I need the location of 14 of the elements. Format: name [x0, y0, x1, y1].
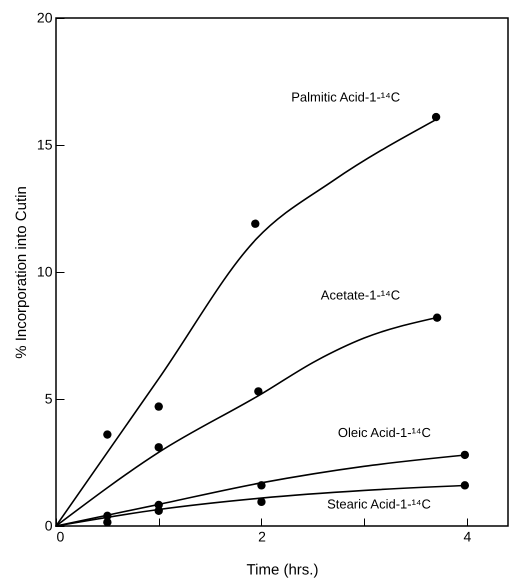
x-tick-label: 4 — [464, 528, 472, 544]
series-label: Acetate-1-¹⁴C — [320, 288, 400, 303]
x-axis-title: Time (hrs.) — [246, 562, 318, 578]
y-tick-label: 15 — [36, 136, 53, 152]
y-tick-label: 5 — [44, 390, 53, 406]
x-tick-label: 0 — [56, 528, 64, 544]
series-label: Stearic Acid-1-¹⁴C — [327, 496, 431, 512]
y-axis-title: % Incorporation into Cutin — [12, 186, 30, 359]
y-tick-label: 10 — [36, 264, 53, 280]
y-tick-label: 0 — [44, 518, 53, 534]
text: Palmitic Acid-1-¹⁴C — [291, 90, 400, 105]
y-tick-label: 20 — [36, 10, 53, 26]
x-tick-label: 2 — [258, 528, 266, 544]
series-label: Oleic Acid-1-¹⁴C — [338, 424, 431, 440]
